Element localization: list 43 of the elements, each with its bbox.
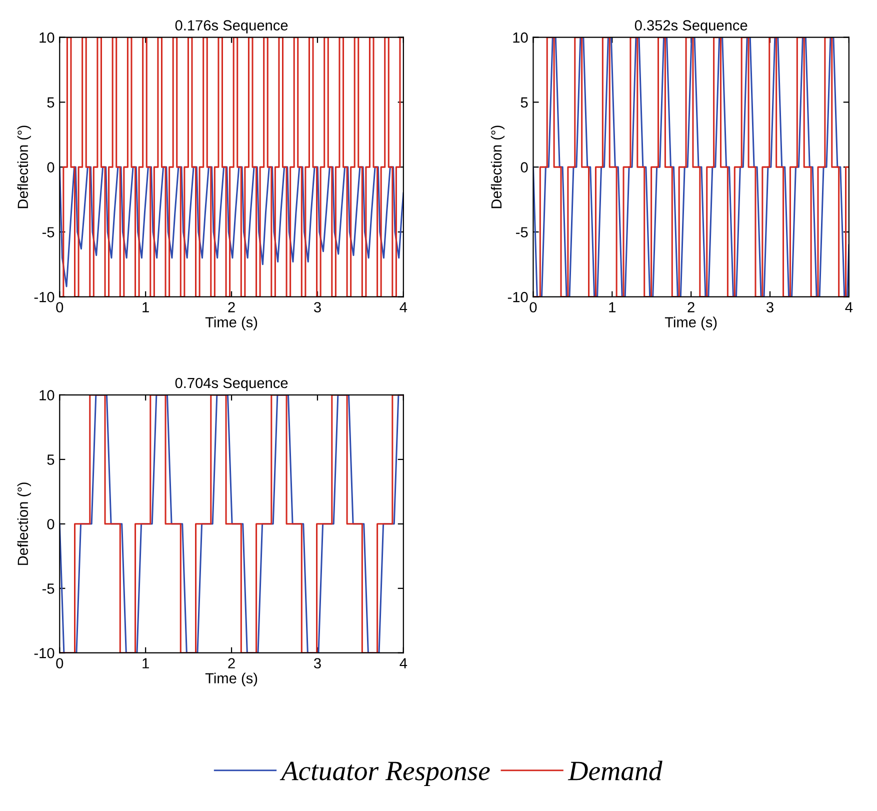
- y-tick-label: 0: [47, 519, 54, 530]
- x-tick-label: 3: [314, 302, 321, 312]
- y-tick-label: -10: [34, 292, 54, 302]
- x-tick-label: 0: [530, 302, 537, 312]
- y-tick-label: 10: [40, 32, 54, 43]
- y-tick-label: 10: [40, 390, 54, 400]
- x-tick-label: 4: [400, 658, 408, 668]
- y-tick-label: 10: [513, 32, 528, 43]
- legend-label: Actuator Response: [280, 762, 490, 786]
- y-tick-label: -10: [34, 648, 54, 658]
- y-tick-label: -10: [508, 292, 528, 302]
- x-tick-label: 4: [845, 302, 853, 312]
- y-tick-label: 5: [47, 97, 54, 108]
- x-tick-label: 2: [228, 658, 235, 668]
- x-tick-label: 1: [609, 302, 616, 312]
- x-tick-label: 0: [56, 302, 64, 312]
- x-axis-title: Time (s): [205, 316, 258, 330]
- y-tick-label: 0: [47, 162, 54, 172]
- y-tick-label: -5: [42, 227, 54, 238]
- y-tick-label: -5: [516, 227, 528, 238]
- y-tick-label: 0: [520, 162, 528, 172]
- y-tick-label: -5: [42, 584, 54, 594]
- legend-label: Demand: [568, 760, 662, 780]
- x-axis-title: Time (s): [664, 316, 717, 330]
- x-axis-title: Time (s): [205, 672, 258, 686]
- y-axis-title: Deflection (°): [490, 126, 504, 208]
- x-tick-label: 0: [56, 658, 64, 668]
- x-tick-label: 2: [228, 302, 235, 312]
- chart-title: 0.704s Sequence: [175, 378, 288, 392]
- line-series: [533, 37, 849, 297]
- chart-title: 0.352s Sequence: [634, 20, 748, 34]
- x-tick-label: 3: [766, 302, 774, 312]
- x-tick-label: 1: [142, 302, 149, 312]
- x-tick-label: 4: [400, 302, 408, 312]
- x-tick-label: 2: [688, 302, 694, 312]
- y-axis-title: Deflection (°): [17, 126, 31, 208]
- y-axis-title: Deflection (°): [17, 482, 31, 565]
- chart-title: 0.176s Sequence: [175, 20, 288, 34]
- y-tick-label: 5: [520, 97, 528, 108]
- x-tick-label: 3: [314, 658, 321, 668]
- y-tick-label: 5: [47, 454, 54, 465]
- line-series: [60, 166, 404, 288]
- x-tick-label: 1: [142, 658, 149, 668]
